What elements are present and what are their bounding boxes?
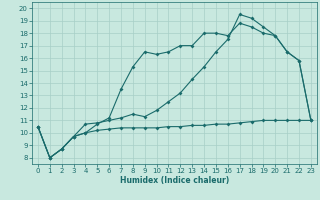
X-axis label: Humidex (Indice chaleur): Humidex (Indice chaleur) <box>120 176 229 185</box>
